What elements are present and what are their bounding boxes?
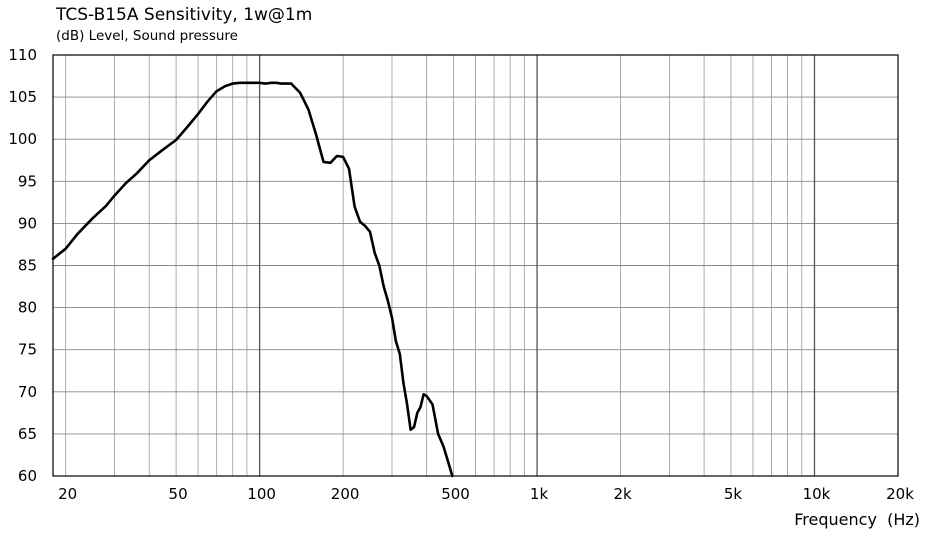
y-tick-label: 70 <box>18 383 37 401</box>
x-tick-label: 500 <box>441 485 470 503</box>
x-tick-labels: 20 50 100 200 500 1k 2k 5k 10k 20k <box>58 485 914 503</box>
x-tick-label: 2k <box>613 485 632 503</box>
y-tick-label: 100 <box>8 130 37 148</box>
series-layer <box>51 81 454 478</box>
x-tick-label: 10k <box>803 485 831 503</box>
x-tick-label: 50 <box>169 485 188 503</box>
y-tick-label: 110 <box>8 46 37 64</box>
x-axis-label: Frequency (Hz) <box>794 510 920 529</box>
x-tick-label: 1k <box>530 485 549 503</box>
x-tick-label: 100 <box>247 485 276 503</box>
x-tick-label: 200 <box>331 485 360 503</box>
y-tick-label: 80 <box>18 299 37 317</box>
x-tick-label: 5k <box>724 485 743 503</box>
y-tick-label: 95 <box>18 172 37 190</box>
y-tick-label: 75 <box>18 341 37 359</box>
y-tick-labels: 60 65 70 75 80 85 90 95 100 105 110 <box>8 46 37 485</box>
x-tick-label: 20 <box>58 485 77 503</box>
major-grid <box>258 55 816 476</box>
minor-grid <box>53 55 898 476</box>
y-tick-label: 60 <box>18 467 37 485</box>
series-line <box>51 81 454 478</box>
plot-frame <box>52 54 899 477</box>
x-tick-label: 20k <box>886 485 914 503</box>
y-tick-label: 90 <box>18 214 37 232</box>
chart-title: TCS-B15A Sensitivity, 1w@1m <box>56 5 313 25</box>
y-tick-label: 105 <box>8 88 37 106</box>
y-tick-label: 65 <box>18 425 37 443</box>
y-tick-label: 85 <box>18 257 37 275</box>
y-axis-label: (dB) Level, Sound pressure <box>56 28 238 44</box>
